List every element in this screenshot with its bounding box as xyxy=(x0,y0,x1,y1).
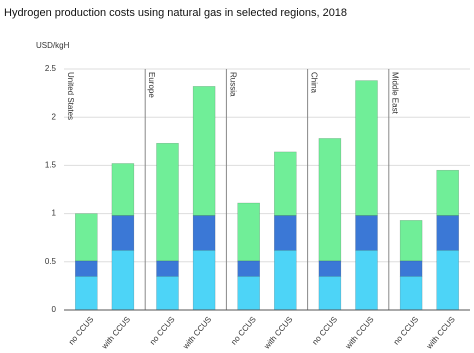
bar-segment xyxy=(274,151,297,216)
y-axis-label: USD/kgH xyxy=(36,41,70,50)
bar-segment xyxy=(318,276,342,311)
bar-segment xyxy=(436,215,459,251)
y-tick-label: 0.5 xyxy=(45,257,57,266)
group-label: United States xyxy=(66,72,75,120)
bar-segment xyxy=(274,215,297,251)
x-tick-label: no CCUS xyxy=(229,315,258,347)
bar-segment xyxy=(355,249,378,311)
y-tick-label: 1 xyxy=(52,209,57,218)
bar-segment xyxy=(237,276,260,311)
bar-segment xyxy=(192,215,216,251)
bar-segment xyxy=(237,202,260,262)
bar-segment xyxy=(156,260,179,277)
bar-segment xyxy=(156,276,179,311)
bar-segment xyxy=(399,220,423,262)
bar-segment xyxy=(111,163,135,216)
bar-segment xyxy=(75,260,98,277)
x-tick-label: no CCUS xyxy=(310,315,339,347)
x-tick-label: no CCUS xyxy=(67,315,96,347)
bar-segment xyxy=(192,86,216,216)
group-label: Russia xyxy=(228,72,237,97)
y-tick-label: 2.5 xyxy=(45,64,57,73)
bar-segment xyxy=(111,215,135,251)
bar-segment xyxy=(436,169,459,216)
bar-segment xyxy=(355,80,378,216)
x-tick-label: with CCUS xyxy=(262,315,295,352)
bar-segment xyxy=(399,276,423,311)
bar-segment xyxy=(318,260,342,277)
bar-segment xyxy=(355,215,378,251)
bar-segment xyxy=(318,138,342,262)
bar-segment xyxy=(274,249,297,311)
x-tick-label: with CCUS xyxy=(424,315,457,352)
x-tick-label: no CCUS xyxy=(148,315,177,347)
y-tick-label: 2 xyxy=(52,112,57,121)
bar-segment xyxy=(399,260,423,277)
chart-title: Hydrogen production costs using natural … xyxy=(4,7,347,19)
y-tick-label: 0 xyxy=(52,305,57,314)
x-tick-label: with CCUS xyxy=(343,315,376,352)
group-label: China xyxy=(309,72,318,93)
bar-segment xyxy=(237,260,260,277)
x-tick-label: with CCUS xyxy=(99,315,132,352)
bar-segment xyxy=(436,249,459,311)
x-tick-label: no CCUS xyxy=(392,315,421,347)
bar-segment xyxy=(75,276,98,311)
y-tick-label: 1.5 xyxy=(45,161,57,170)
bar-segment xyxy=(111,249,135,311)
bar-segment xyxy=(156,142,179,262)
bar-segment xyxy=(192,249,216,311)
group-label: Europe xyxy=(147,72,156,98)
x-tick-label: with CCUS xyxy=(181,315,214,352)
group-label: Middle East xyxy=(391,72,400,115)
bar-segment xyxy=(75,213,98,262)
